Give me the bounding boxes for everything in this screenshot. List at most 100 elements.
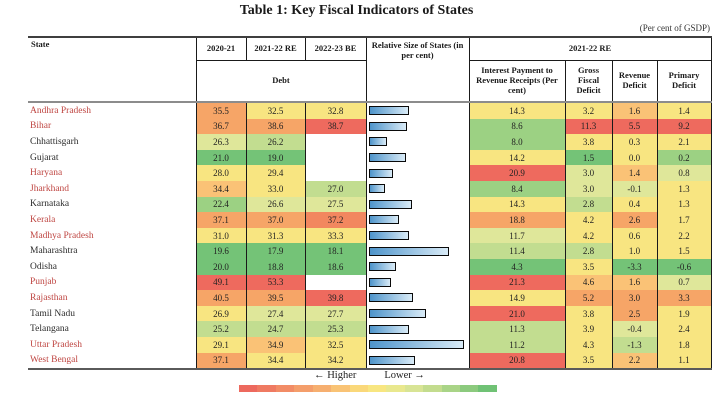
color-scale-segment [312, 385, 332, 392]
table-row: Rajasthan 40.5 39.5 39.8 14.9 5.2 3.0 3.… [28, 290, 712, 306]
color-scale-segment [257, 385, 276, 392]
relative-size-bar [368, 293, 414, 303]
revenue-deficit-cell: 1.6 [611, 274, 658, 291]
state-name: Jharkhand [28, 180, 197, 197]
debt-2022-23-be-cell: 27.5 [304, 196, 367, 213]
interest-payment-cell: 8.0 [468, 134, 566, 150]
gross-fiscal-deficit-cell: 11.3 [564, 118, 613, 135]
gross-fiscal-deficit-cell: 2.8 [564, 196, 613, 213]
debt-2020-21-cell: 22.4 [195, 196, 247, 213]
primary-deficit-cell: 0.7 [656, 274, 712, 291]
legend-labels: ← Higher Lower → [28, 370, 711, 381]
relative-size-cell [365, 258, 470, 275]
relative-size-bar-track [368, 106, 464, 116]
primary-deficit-cell: 0.2 [656, 149, 712, 166]
state-name: Bihar [28, 118, 197, 135]
debt-2020-21-cell: 35.5 [195, 102, 247, 119]
relative-size-bar-track [368, 277, 464, 287]
interest-payment-cell: 11.2 [468, 336, 566, 353]
debt-2021-22-re-cell: 53.3 [245, 274, 306, 291]
relative-size-cell [365, 305, 470, 322]
gross-fiscal-deficit-cell: 3.0 [564, 180, 613, 197]
debt-2020-21-cell: 49.1 [195, 274, 247, 291]
header-year-2021-22-re: 2021-22 RE [245, 37, 306, 61]
debt-2020-21-cell: 34.4 [195, 180, 247, 197]
table-row: West Bengal 37.1 34.4 34.2 20.8 3.5 2.2 … [28, 352, 712, 370]
gross-fiscal-deficit-cell: 4.2 [564, 212, 613, 228]
state-name: Telangana [28, 321, 197, 337]
table-row: Jharkhand 34.4 33.0 27.0 8.4 3.0 -0.1 1.… [28, 180, 712, 197]
revenue-deficit-cell: 5.5 [611, 118, 658, 135]
debt-2021-22-re-cell: 39.5 [245, 290, 306, 306]
color-scale-segment [331, 385, 350, 392]
relative-size-cell [365, 212, 470, 228]
relative-size-bar-track [368, 293, 464, 303]
table-row: Andhra Pradesh 35.5 32.5 32.8 14.3 3.2 1… [28, 102, 712, 119]
relative-size-bar [368, 231, 410, 241]
state-name: Kerala [28, 212, 197, 228]
interest-payment-cell: 14.9 [468, 290, 566, 306]
color-scale-segment [275, 385, 295, 392]
primary-deficit-cell: 2.1 [656, 134, 712, 150]
debt-2021-22-re-cell: 17.9 [245, 243, 306, 259]
gross-fiscal-deficit-cell: 3.5 [564, 258, 613, 275]
color-scale-segment [386, 385, 405, 392]
color-scale-segment [367, 385, 387, 392]
relative-size-bar [368, 215, 399, 225]
state-name: Madhya Pradesh [28, 227, 197, 244]
table-row: Bihar 36.7 38.6 38.7 8.6 11.3 5.5 9.2 [28, 118, 712, 135]
debt-2021-22-re-cell: 19.0 [245, 149, 306, 166]
gross-fiscal-deficit-cell: 3.5 [564, 352, 613, 370]
debt-2020-21-cell: 36.7 [195, 118, 247, 135]
state-name: West Bengal [28, 352, 197, 370]
relative-size-cell [365, 149, 470, 166]
interest-payment-cell: 21.3 [468, 274, 566, 291]
header-gross-fiscal-deficit: Gross Fiscal Deficit [564, 60, 613, 102]
relative-size-cell [365, 227, 470, 244]
interest-payment-cell: 14.2 [468, 149, 566, 166]
revenue-deficit-cell: -0.1 [611, 180, 658, 197]
debt-2020-21-cell: 28.0 [195, 165, 247, 181]
relative-size-bar-track [368, 184, 464, 194]
state-name: Punjab [28, 274, 197, 291]
relative-size-bar-track [368, 309, 464, 319]
debt-2021-22-re-cell: 31.3 [245, 227, 306, 244]
revenue-deficit-cell: 2.2 [611, 352, 658, 370]
debt-2022-23-be-cell: 32.5 [304, 336, 367, 353]
color-scale-segment [349, 385, 368, 392]
debt-2020-21-cell: 40.5 [195, 290, 247, 306]
relative-size-cell [365, 118, 470, 135]
debt-2022-23-be-cell: 25.3 [304, 321, 367, 337]
relative-size-bar-track [368, 199, 464, 209]
primary-deficit-cell: -0.6 [656, 258, 712, 275]
interest-payment-cell: 8.6 [468, 118, 566, 135]
table-row: Punjab 49.1 53.3 21.3 4.6 1.6 0.7 [28, 274, 712, 291]
debt-2021-22-re-cell: 26.2 [245, 134, 306, 150]
interest-payment-cell: 11.7 [468, 227, 566, 244]
relative-size-bar [368, 121, 408, 131]
primary-deficit-cell: 1.8 [656, 336, 712, 353]
debt-2022-23-be-cell: 34.2 [304, 352, 367, 370]
relative-size-bar-track [368, 121, 464, 131]
relative-size-bar-track [368, 231, 464, 241]
revenue-deficit-cell: 0.0 [611, 149, 658, 166]
debt-2022-23-be-cell [304, 149, 367, 166]
legend-higher-label: ← Higher [314, 370, 357, 381]
state-name: Andhra Pradesh [28, 102, 197, 119]
relative-size-cell [365, 352, 470, 370]
gross-fiscal-deficit-cell: 3.8 [564, 134, 613, 150]
header-year-2022-23-be: 2022-23 BE [304, 37, 367, 61]
interest-payment-cell: 21.0 [468, 305, 566, 322]
primary-deficit-cell: 2.2 [656, 227, 712, 244]
debt-2020-21-cell: 26.9 [195, 305, 247, 322]
relative-size-cell [365, 102, 470, 119]
debt-2022-23-be-cell: 27.7 [304, 305, 367, 322]
interest-payment-cell: 14.3 [468, 102, 566, 119]
debt-2020-21-cell: 26.3 [195, 134, 247, 150]
table-row: Telangana 25.2 24.7 25.3 11.3 3.9 -0.4 2… [28, 321, 712, 337]
debt-2022-23-be-cell: 39.8 [304, 290, 367, 306]
header-revenue-deficit: Revenue Deficit [611, 60, 658, 102]
state-name: Uttar Pradesh [28, 336, 197, 353]
relative-size-bar-track [368, 324, 464, 334]
header-interest-payment: Interest Payment to Revenue Receipts (Pe… [468, 60, 566, 102]
